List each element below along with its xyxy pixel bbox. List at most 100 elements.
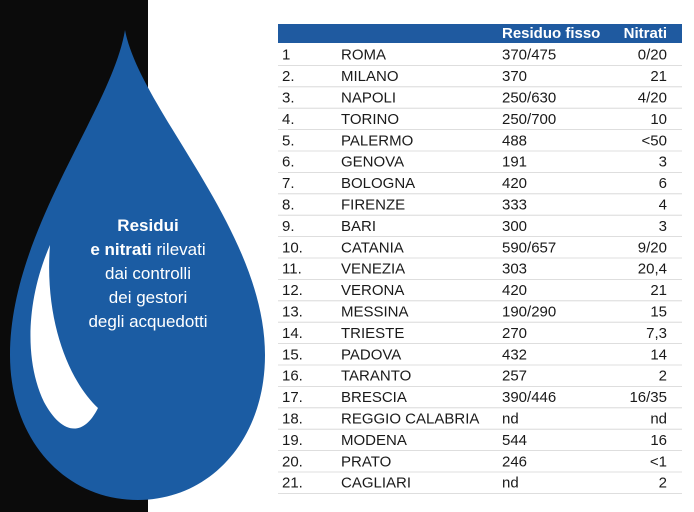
city-cell: BRESCIA <box>341 389 407 406</box>
table-header-bg <box>278 24 682 43</box>
nitrati-cell: 2 <box>659 368 667 385</box>
city-cell: MODENA <box>341 432 407 449</box>
city-cell: NAPOLI <box>341 89 396 106</box>
city-cell: PALERMO <box>341 132 413 149</box>
city-cell: BOLOGNA <box>341 175 415 192</box>
nitrati-cell: 20,4 <box>638 261 667 278</box>
residuo-fisso-cell: 333 <box>502 196 527 213</box>
nitrati-cell: 21 <box>650 282 667 299</box>
nitrati-cell: 16 <box>650 432 667 449</box>
rank-cell: 18. <box>282 410 303 427</box>
nitrati-cell: 16/35 <box>629 389 667 406</box>
residuo-fisso-cell: 590/657 <box>502 239 556 256</box>
city-cell: MILANO <box>341 68 399 85</box>
city-cell: VERONA <box>341 282 404 299</box>
nitrati-cell: 10 <box>650 111 667 128</box>
residuo-fisso-cell: 257 <box>502 368 527 385</box>
residuo-fisso-cell: 420 <box>502 282 527 299</box>
residuo-fisso-cell: 390/446 <box>502 389 556 406</box>
city-cell: CAGLIARI <box>341 475 411 492</box>
caption-text: dei gestori <box>109 288 187 307</box>
caption-line: dai controlli <box>105 264 191 283</box>
nitrati-cell: 3 <box>659 218 667 235</box>
residuo-fisso-cell: 370/475 <box>502 47 556 64</box>
rank-cell: 2. <box>282 68 295 85</box>
rank-cell: 8. <box>282 196 295 213</box>
rank-cell: 21. <box>282 475 303 492</box>
nitrati-cell: 7,3 <box>646 325 667 342</box>
residuo-fisso-cell: 488 <box>502 132 527 149</box>
nitrati-cell: 6 <box>659 175 667 192</box>
residuo-fisso-cell: 544 <box>502 432 527 449</box>
caption-line: dei gestori <box>109 288 187 307</box>
rank-cell: 10. <box>282 239 303 256</box>
rank-cell: 1 <box>282 47 290 64</box>
city-cell: ROMA <box>341 47 386 64</box>
rank-cell: 3. <box>282 89 295 106</box>
city-cell: GENOVA <box>341 154 404 171</box>
rank-cell: 19. <box>282 432 303 449</box>
caption-text: Residui <box>117 216 178 235</box>
rank-cell: 12. <box>282 282 303 299</box>
rank-cell: 17. <box>282 389 303 406</box>
city-cell: VENEZIA <box>341 261 405 278</box>
caption-line: degli acquedotti <box>88 312 207 331</box>
rank-cell: 16. <box>282 368 303 385</box>
rank-cell: 15. <box>282 346 303 363</box>
residuo-fisso-cell: 300 <box>502 218 527 235</box>
residuo-fisso-cell: nd <box>502 410 519 427</box>
city-cell: TORINO <box>341 111 399 128</box>
rank-cell: 4. <box>282 111 295 128</box>
nitrati-cell: 15 <box>650 303 667 320</box>
nitrati-cell: 4/20 <box>638 89 667 106</box>
nitrati-cell: nd <box>650 410 667 427</box>
caption-line: e nitrati rilevati <box>90 240 205 259</box>
column-header: Residuo fisso <box>502 25 600 42</box>
residuo-fisso-cell: 370 <box>502 68 527 85</box>
nitrati-cell: <50 <box>642 132 667 149</box>
nitrati-cell: 3 <box>659 154 667 171</box>
caption-text: rilevati <box>152 240 206 259</box>
city-cell: TRIESTE <box>341 325 404 342</box>
residuo-fisso-cell: 420 <box>502 175 527 192</box>
caption-text: e nitrati <box>90 240 151 259</box>
city-cell: REGGIO CALABRIA <box>341 410 479 427</box>
residuo-fisso-cell: 190/290 <box>502 303 556 320</box>
nitrati-cell: 2 <box>659 475 667 492</box>
city-cell: FIRENZE <box>341 196 405 213</box>
drop-highlight <box>30 245 99 429</box>
rank-cell: 11. <box>282 261 302 278</box>
city-cell: BARI <box>341 218 376 235</box>
nitrati-cell: <1 <box>650 453 667 470</box>
nitrati-cell: 4 <box>659 196 667 213</box>
rank-cell: 14. <box>282 325 303 342</box>
residuo-fisso-cell: 250/700 <box>502 111 556 128</box>
residuo-fisso-cell: 270 <box>502 325 527 342</box>
nitrati-cell: 14 <box>650 346 667 363</box>
caption-line: Residui <box>117 216 178 235</box>
rank-cell: 9. <box>282 218 295 235</box>
residuo-fisso-cell: 191 <box>502 154 527 171</box>
rank-cell: 20. <box>282 453 303 470</box>
rank-cell: 5. <box>282 132 295 149</box>
city-cell: MESSINA <box>341 303 409 320</box>
residuo-fisso-cell: 250/630 <box>502 89 556 106</box>
rank-cell: 13. <box>282 303 303 320</box>
city-cell: PRATO <box>341 453 391 470</box>
residuo-fisso-cell: nd <box>502 475 519 492</box>
rank-cell: 6. <box>282 154 295 171</box>
city-cell: TARANTO <box>341 368 411 385</box>
residuo-fisso-cell: 246 <box>502 453 527 470</box>
nitrati-cell: 21 <box>650 68 667 85</box>
rank-cell: 7. <box>282 175 295 192</box>
caption-text: dai controlli <box>105 264 191 283</box>
city-cell: CATANIA <box>341 239 404 256</box>
caption-text: degli acquedotti <box>88 312 207 331</box>
nitrati-cell: 9/20 <box>638 239 667 256</box>
residuo-fisso-cell: 432 <box>502 346 527 363</box>
column-header: Nitrati <box>624 25 667 42</box>
nitrati-cell: 0/20 <box>638 47 667 64</box>
residuo-fisso-cell: 303 <box>502 261 527 278</box>
city-cell: PADOVA <box>341 346 401 363</box>
